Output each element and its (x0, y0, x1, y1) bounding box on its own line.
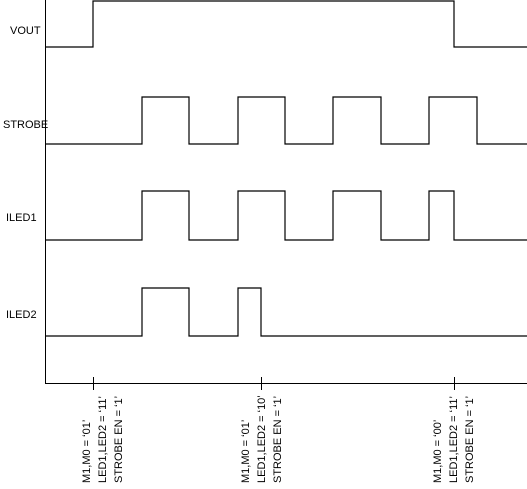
signal-label: ILED2 (6, 309, 37, 321)
event-annotation: M1,M0 = ‘01’ (81, 420, 93, 483)
signal-label: STROBE (3, 119, 48, 131)
event-annotation: LED1,LED2 = ‘11’ (448, 396, 460, 483)
event-annotation: LED1,LED2 = ‘10’ (256, 395, 268, 483)
signal-label: VOUT (10, 25, 41, 37)
event-annotation: LED1,LED2 = ‘11’ (97, 396, 109, 483)
event-annotation: M1,M0 = ‘00’ (432, 420, 444, 483)
event-annotation: STROBE EN = ‘1’ (113, 396, 125, 483)
event-annotation: STROBE EN = ‘1’ (464, 396, 476, 483)
iled2-waveform (45, 287, 527, 337)
vout-waveform (45, 0, 527, 48)
strobe-waveform (45, 96, 527, 145)
iled1-waveform (45, 190, 527, 241)
event-annotation: STROBE EN = ‘1’ (272, 396, 284, 483)
signal-label: ILED1 (6, 212, 37, 224)
event-annotation: M1,M0 = ‘01’ (240, 420, 252, 483)
